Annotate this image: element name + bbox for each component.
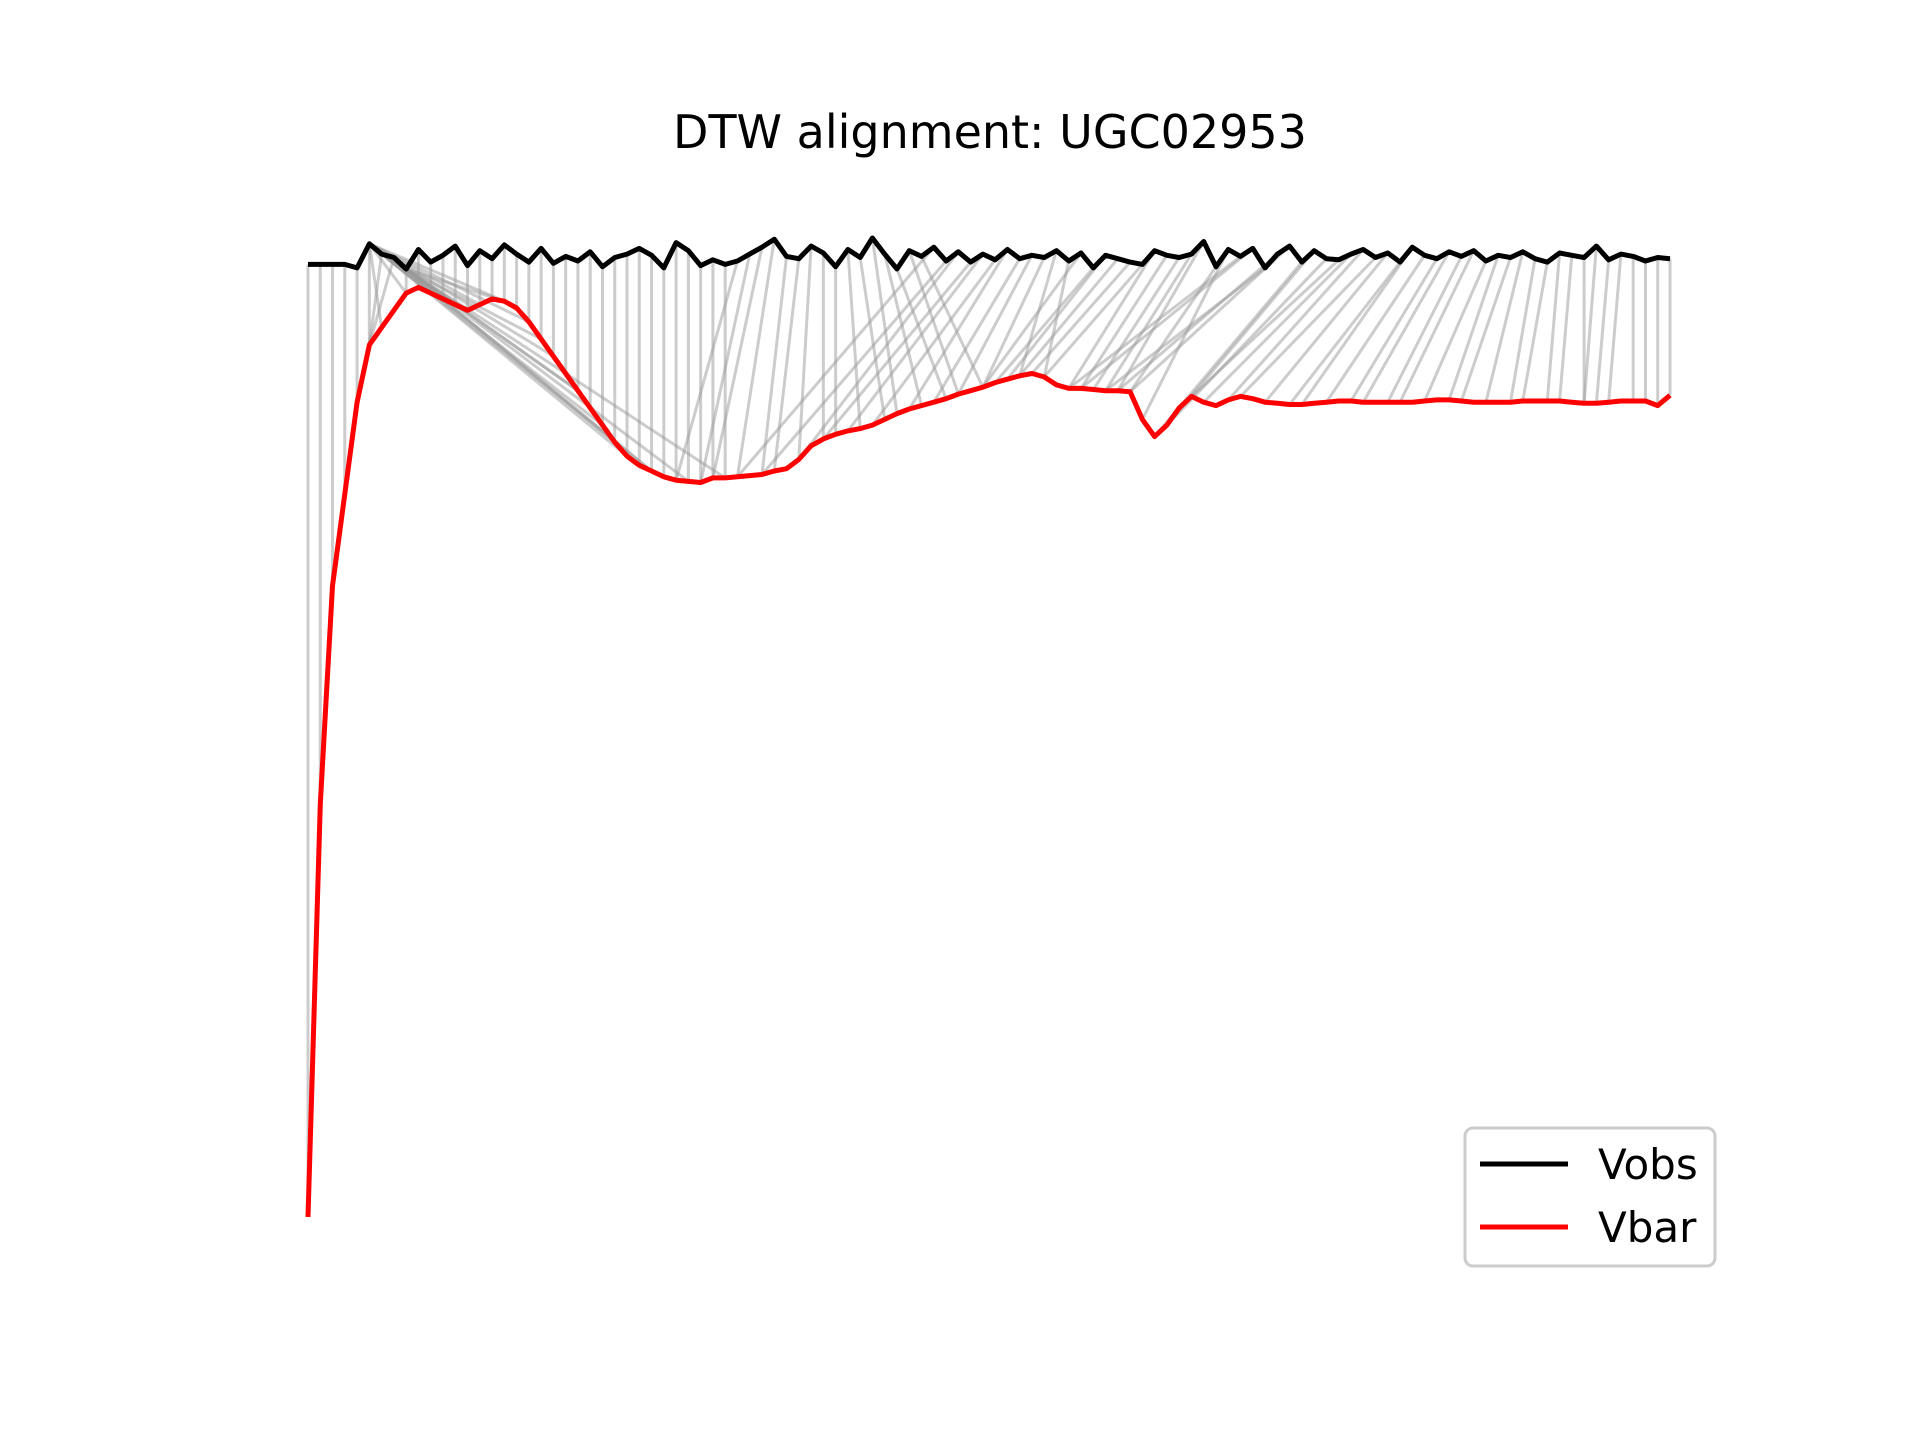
dtw-connector-94 [1386, 255, 1463, 403]
dtw-connector-77 [1080, 247, 1254, 390]
dtw-connector-126 [405, 267, 505, 303]
dtw-connector-51 [736, 246, 935, 478]
dtw-connector-91 [1325, 254, 1426, 403]
dtw-connector-36 [699, 253, 752, 483]
dtw-connector-37 [711, 246, 764, 479]
series-layer [305, 235, 1672, 1218]
series-line-vobs [308, 235, 1671, 272]
dtw-connector-86 [1227, 248, 1365, 401]
dtw-connector-59 [956, 254, 1034, 395]
dtw-connector-90 [1300, 246, 1414, 406]
dtw-connector-112 [367, 243, 384, 328]
dtw-connector-46 [870, 237, 899, 414]
dtw-connector-93 [1361, 251, 1451, 403]
dtw-connector-56 [871, 258, 997, 427]
legend: Vobs Vbar [1463, 1126, 1717, 1268]
dtw-connector-89 [1288, 261, 1402, 406]
dtw-connector-60 [981, 256, 1046, 388]
dtw-connector-64 [993, 266, 1095, 384]
dtw-connector-99 [1484, 251, 1525, 403]
dtw-connector-100 [1509, 258, 1537, 403]
dtw-connector-92 [1349, 257, 1439, 402]
dtw-connector-57 [907, 248, 1009, 410]
dtw-connector-47 [883, 253, 923, 406]
dtw-connector-72 [1104, 253, 1193, 392]
dtw-connector-84 [1190, 258, 1340, 398]
dtw-connector-87 [1239, 256, 1377, 398]
dtw-connector-39 [760, 256, 789, 475]
dtw-connector-76 [1067, 255, 1242, 390]
dtw-connector-65 [1006, 254, 1107, 381]
dtw-connector-6 [367, 253, 384, 345]
dtw-connector-88 [1263, 252, 1389, 404]
dtw-connector-80 [1129, 244, 1291, 393]
dtw-connector-106 [1594, 259, 1611, 404]
dtw-connector-68 [1043, 263, 1144, 378]
dtw-connector-101 [1521, 261, 1549, 402]
dtw-connector-95 [1398, 250, 1476, 403]
dtw-connector-96 [1423, 260, 1488, 402]
dtw-connector-98 [1459, 257, 1512, 402]
dtw-connector-105 [1582, 245, 1598, 404]
legend-label-vbar: Vbar [1598, 1203, 1697, 1252]
dtw-connector-66 [1018, 257, 1119, 377]
dtw-connector-69 [1067, 249, 1156, 390]
dtw-connector-38 [735, 238, 776, 477]
dtw-connector-35 [674, 260, 739, 481]
series-line-vbar [305, 284, 1672, 1218]
dtw-connector-79 [1116, 252, 1279, 392]
dtw-connector-97 [1447, 254, 1500, 401]
chart-title: DTW alignment: UGC02953 [673, 105, 1307, 159]
legend-label-vobs: Vobs [1598, 1140, 1698, 1189]
dtw-connector-49 [907, 250, 960, 395]
dtw-connector-40 [772, 258, 801, 472]
dtw-connector-102 [1545, 252, 1562, 402]
dtw-connector-55 [846, 253, 985, 432]
dtw-connector-127 [405, 267, 542, 341]
dtw-connector-45 [858, 257, 887, 420]
dtw-connector-41 [797, 245, 813, 460]
dtw-connector-103 [1558, 255, 1574, 402]
dtw-connector-52 [760, 260, 948, 476]
dtw-connector-53 [797, 250, 960, 461]
dtw-connector-67 [1030, 261, 1132, 375]
dtw-connector-54 [822, 261, 972, 440]
dtw-connector-63 [981, 252, 1083, 389]
dtw-connector-107 [1607, 253, 1623, 403]
dtw-connector-85 [1202, 253, 1353, 404]
dtw-connector-58 [932, 257, 1021, 403]
